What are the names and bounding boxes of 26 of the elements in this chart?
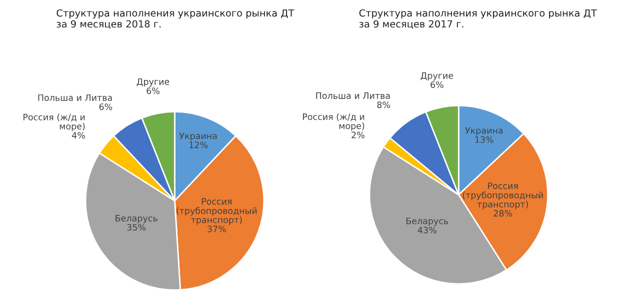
slice-label: Россия (ж/д и море) bbox=[302, 113, 364, 131]
data-label: 12% bbox=[190, 142, 208, 148]
slice-label: Польша и Литва bbox=[316, 92, 390, 99]
chart-title: Структура наполнения украинского рынка ДТ за 9 месяцев 2018 г. bbox=[56, 9, 294, 29]
slice-label: Беларусь bbox=[116, 214, 158, 224]
data-label: 6% bbox=[99, 103, 112, 110]
chart-title: Структура наполнения украинского рынка ДТ за 9 месяцев 2017 г. bbox=[359, 9, 597, 29]
slice-label: Другие bbox=[420, 72, 454, 81]
slice-label: Россия (ж/д и море) bbox=[24, 114, 85, 132]
slice-label: Польша и Литва bbox=[38, 94, 112, 101]
slice-label: Другие bbox=[136, 78, 170, 87]
data-label: 6% bbox=[430, 81, 444, 88]
data-label: 6% bbox=[146, 87, 160, 94]
data-label: 2% bbox=[352, 132, 364, 138]
data-label: 13% bbox=[475, 136, 494, 143]
slice-label: Россия (трубопроводный транспорт) bbox=[462, 182, 543, 210]
data-label: 28% bbox=[494, 210, 512, 217]
data-label: 8% bbox=[377, 101, 390, 108]
data-label: 37% bbox=[208, 226, 226, 232]
slice-label: Украина bbox=[179, 132, 217, 141]
slice-label: Россия (трубопроводный транспорт) bbox=[176, 198, 257, 225]
data-label: 4% bbox=[72, 132, 85, 139]
slice-label: Беларусь bbox=[406, 218, 448, 226]
data-label: 35% bbox=[127, 224, 146, 231]
slice-label: Украина bbox=[465, 127, 502, 136]
data-label: 43% bbox=[418, 226, 436, 234]
